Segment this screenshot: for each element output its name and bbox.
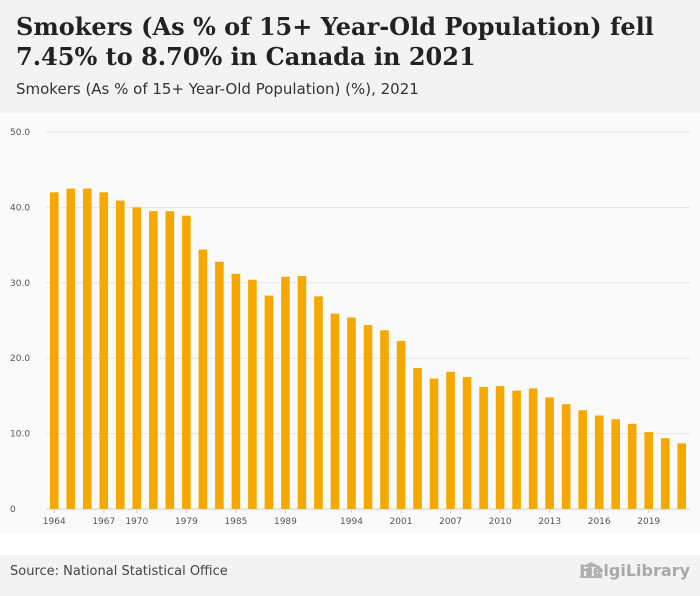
bar-1994 bbox=[347, 317, 356, 509]
chart-subtitle: Smokers (As % of 15+ Year-Old Population… bbox=[16, 80, 419, 98]
bar-1968 bbox=[116, 200, 125, 510]
bar-2018 bbox=[627, 423, 637, 509]
bar-1986 bbox=[248, 279, 257, 509]
x-tick-label: 2013 bbox=[538, 517, 561, 527]
bar-2003 bbox=[413, 368, 422, 509]
y-tick-label: 40.0 bbox=[10, 203, 30, 213]
bar-2015 bbox=[578, 410, 587, 509]
bar-2005 bbox=[429, 378, 439, 509]
bar-2011 bbox=[512, 390, 521, 509]
bar-1989 bbox=[281, 276, 290, 509]
bar-1971 bbox=[149, 211, 158, 510]
bar-1981 bbox=[198, 249, 208, 509]
bar-2012 bbox=[528, 388, 538, 509]
bar-2008 bbox=[462, 377, 472, 509]
bar-1964 bbox=[49, 192, 59, 509]
y-tick-label: 20.0 bbox=[10, 354, 30, 364]
bar-1991 bbox=[314, 296, 323, 509]
x-tick-label: 1985 bbox=[224, 517, 247, 527]
x-tick-label: 2016 bbox=[588, 517, 611, 527]
bar-1979 bbox=[182, 215, 191, 509]
y-tick-label: 0 bbox=[10, 505, 16, 515]
x-tick-label: 2007 bbox=[439, 517, 462, 527]
x-tick-label: 1964 bbox=[43, 517, 66, 527]
bar-2001 bbox=[396, 340, 406, 509]
helgi-library-logo: HelgiLibrary bbox=[579, 561, 690, 580]
bar-chart: 0 10.0 20.0 30.0 40.0 50.0 1964 1967 1970 1979 198… bbox=[10, 128, 690, 527]
bar-2016 bbox=[594, 415, 604, 509]
bar-2014 bbox=[561, 404, 571, 509]
chart-header: Smokers (As % of 15+ Year-Old Population… bbox=[0, 0, 700, 113]
bar-2010 bbox=[495, 386, 505, 509]
bar-2019 bbox=[644, 432, 654, 509]
bar-1985 bbox=[231, 273, 241, 509]
bar-1970 bbox=[132, 207, 142, 509]
bar-2013 bbox=[545, 397, 554, 509]
bar-1990 bbox=[297, 276, 307, 509]
x-tick-label: 1967 bbox=[92, 517, 115, 527]
x-tick-label: 1994 bbox=[340, 517, 363, 527]
y-tick-label: 10.0 bbox=[10, 430, 30, 440]
chart-footer: Source: National Statistical Office Helg… bbox=[0, 555, 700, 596]
bar-2007 bbox=[446, 371, 455, 509]
x-tick-label: 1989 bbox=[274, 517, 297, 527]
bar-1967 bbox=[99, 192, 109, 509]
x-tick-label: 2010 bbox=[489, 517, 512, 527]
y-tick-label: 50.0 bbox=[10, 128, 30, 138]
bar-1972 bbox=[165, 211, 175, 510]
bar-1995 bbox=[363, 325, 373, 509]
x-tick-label: 1970 bbox=[125, 517, 148, 527]
y-tick-label: 30.0 bbox=[10, 279, 30, 289]
x-tick-label: 2001 bbox=[390, 517, 413, 527]
bar-2021 bbox=[677, 443, 687, 509]
logo-text: HelgiLibrary bbox=[579, 561, 690, 580]
bar-2017 bbox=[611, 419, 620, 509]
bar-1983 bbox=[215, 261, 224, 509]
bar-2009 bbox=[479, 386, 488, 509]
bar-1993 bbox=[330, 313, 340, 509]
library-building-icon bbox=[580, 562, 603, 578]
bar-1966 bbox=[82, 188, 92, 510]
bar-1997 bbox=[380, 330, 389, 509]
bar-2020 bbox=[660, 438, 670, 509]
x-tick-label: 1979 bbox=[175, 517, 198, 527]
plot-area: 0 10.0 20.0 30.0 40.0 50.0 1964 1967 1970 1979 198… bbox=[0, 113, 700, 533]
x-tick-label: 2019 bbox=[637, 517, 660, 527]
chart-title: Smokers (As % of 15+ Year-Old Population… bbox=[16, 12, 654, 71]
source-note: Source: National Statistical Office bbox=[10, 564, 228, 579]
bar-1965 bbox=[66, 188, 76, 510]
bar-1988 bbox=[264, 295, 274, 509]
